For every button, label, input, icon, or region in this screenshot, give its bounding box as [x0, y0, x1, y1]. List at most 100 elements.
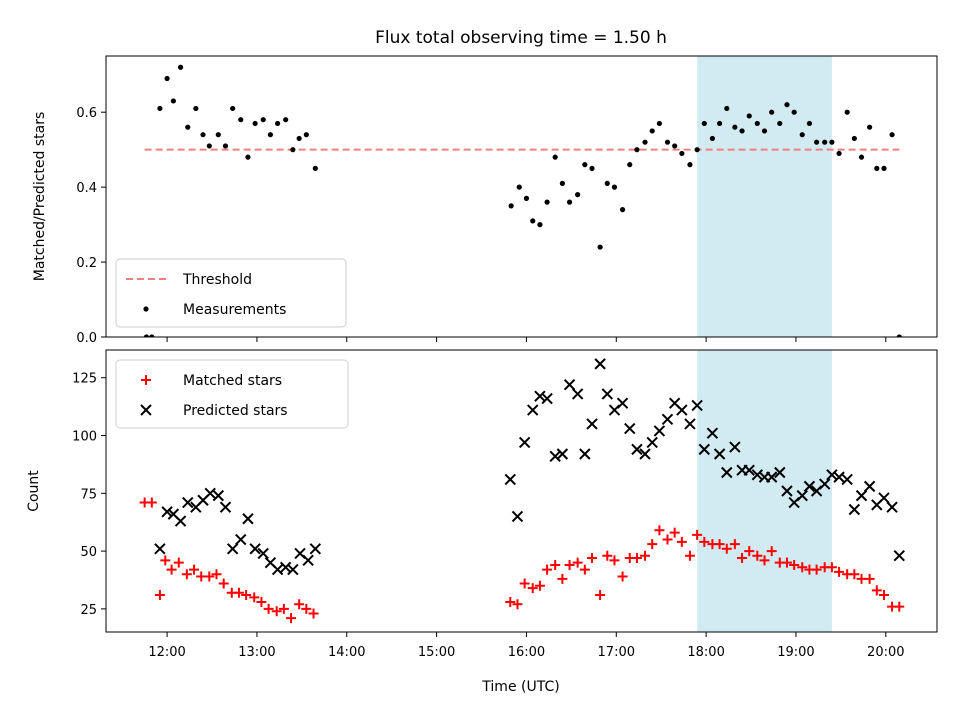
matched-point	[640, 550, 651, 561]
measurement-point	[575, 192, 581, 198]
measurement-point	[664, 139, 671, 145]
predicted-point	[161, 506, 173, 518]
y-tick-label: 0.2	[76, 256, 97, 271]
predicted-point	[713, 448, 726, 460]
matched-point	[218, 578, 229, 589]
predicted-point	[212, 489, 225, 502]
predicted-point	[886, 501, 898, 513]
axes-frame	[105, 349, 938, 633]
measurement-point	[267, 132, 274, 138]
measurement-point	[784, 102, 790, 108]
measurement-point	[582, 162, 588, 168]
matched-point	[233, 587, 244, 598]
predicted-point	[698, 443, 711, 456]
y-tick-label: 0.6	[76, 106, 97, 121]
measurement-point	[552, 154, 558, 160]
measurement-point	[694, 147, 700, 153]
measurement-point	[829, 139, 835, 145]
matched-point	[692, 529, 703, 540]
matched-point	[256, 596, 267, 607]
y-tick-label: 0.4	[76, 181, 97, 196]
matched-point	[271, 606, 282, 617]
measurement-point	[777, 120, 783, 127]
matched-point	[557, 573, 568, 584]
chart-title: Flux total observing time = 1.50 h	[375, 28, 667, 48]
highlight-span	[697, 350, 832, 632]
measurement-point	[858, 154, 865, 160]
panel-marks	[139, 358, 905, 624]
measurement-point	[656, 120, 663, 127]
predicted-point	[833, 471, 845, 483]
matched-point	[181, 569, 192, 580]
predicted-point	[594, 358, 606, 370]
predicted-point	[511, 510, 524, 523]
matched-point	[737, 553, 748, 564]
matched-point	[878, 590, 889, 601]
predicted-point	[691, 399, 703, 412]
x-tick-label: 15:00	[418, 645, 455, 660]
measurement-point	[537, 222, 543, 228]
matched-point	[286, 613, 297, 624]
matched-point	[759, 555, 770, 566]
measurement-point	[799, 132, 805, 138]
predicted-point	[729, 441, 741, 453]
legend-box	[115, 258, 347, 328]
matched-point	[894, 601, 905, 612]
predicted-point	[182, 496, 194, 509]
series-predicted-stars	[154, 358, 905, 576]
y-axis-title: Count	[26, 470, 42, 512]
series-matched-stars	[139, 497, 905, 624]
predicted-point	[242, 513, 254, 525]
predicted-point	[174, 515, 187, 527]
legend-predicted-swatch	[140, 404, 152, 416]
x-tick-label: 13:00	[238, 645, 275, 660]
matched-point	[564, 559, 575, 570]
predicted-point	[676, 404, 688, 416]
matched-point	[797, 562, 808, 573]
measurement-point	[252, 120, 258, 127]
predicted-point	[765, 471, 778, 483]
matched-point	[811, 564, 822, 575]
predicted-point	[774, 466, 786, 479]
matched-point	[505, 596, 516, 607]
y-tick-label: 100	[72, 430, 97, 445]
predicted-point	[624, 422, 636, 435]
matched-point	[714, 539, 725, 550]
matched-point	[602, 550, 613, 561]
predicted-point	[534, 390, 546, 402]
predicted-point	[878, 492, 890, 504]
predicted-point	[219, 501, 232, 513]
matched-point	[154, 590, 165, 601]
matched-point	[699, 536, 710, 547]
matched-point	[721, 543, 732, 554]
measurement-point	[701, 120, 707, 127]
measurement-point	[649, 128, 655, 134]
matched-point	[241, 590, 252, 601]
matched-point	[647, 539, 658, 550]
measurement-point	[754, 120, 760, 127]
predicted-point	[204, 487, 216, 500]
measurement-point	[516, 184, 522, 190]
axes-frame	[105, 55, 938, 338]
measurement-point	[634, 147, 640, 153]
predicted-point	[616, 397, 629, 409]
matched-point	[631, 553, 642, 564]
measurement-point	[709, 135, 716, 142]
predicted-point	[586, 418, 598, 430]
matched-point	[572, 557, 583, 568]
matched-point	[781, 557, 792, 568]
matched-point	[173, 557, 184, 568]
predicted-point	[721, 466, 733, 479]
measurement-point	[769, 109, 775, 115]
matched-point	[301, 603, 312, 614]
predicted-point	[639, 448, 651, 460]
measurement-point	[177, 64, 184, 70]
predicted-point	[563, 378, 576, 391]
x-tick-label: 16:00	[508, 645, 545, 660]
predicted-point	[826, 469, 838, 481]
y-tick-label: 125	[72, 372, 97, 387]
measurement-point	[836, 150, 842, 157]
matched-point	[512, 599, 523, 610]
measurement-point	[296, 135, 302, 142]
measurement-point	[604, 180, 610, 186]
